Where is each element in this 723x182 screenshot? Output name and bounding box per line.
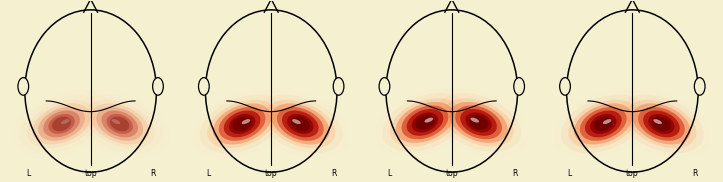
Ellipse shape (469, 115, 488, 130)
Ellipse shape (574, 103, 633, 145)
Ellipse shape (38, 107, 85, 141)
Text: R: R (150, 169, 156, 178)
Ellipse shape (96, 107, 143, 141)
Ellipse shape (18, 78, 29, 95)
Ellipse shape (382, 93, 467, 152)
Text: R: R (693, 169, 698, 178)
Ellipse shape (258, 95, 343, 153)
Ellipse shape (33, 103, 91, 145)
Ellipse shape (219, 107, 265, 141)
Ellipse shape (43, 110, 80, 137)
Ellipse shape (638, 107, 685, 141)
Text: top: top (626, 169, 638, 178)
Ellipse shape (649, 114, 675, 134)
Ellipse shape (233, 116, 252, 131)
Ellipse shape (101, 110, 138, 137)
Ellipse shape (85, 100, 155, 148)
Ellipse shape (580, 107, 627, 141)
Text: L: L (26, 169, 30, 178)
Ellipse shape (632, 103, 690, 145)
Ellipse shape (406, 109, 443, 136)
Ellipse shape (560, 78, 570, 95)
Ellipse shape (199, 78, 209, 95)
Ellipse shape (375, 88, 474, 157)
Ellipse shape (590, 114, 617, 134)
Ellipse shape (694, 78, 705, 95)
Ellipse shape (292, 119, 301, 124)
Ellipse shape (450, 102, 508, 143)
Ellipse shape (429, 88, 529, 157)
Ellipse shape (471, 118, 479, 122)
Ellipse shape (626, 100, 696, 148)
Ellipse shape (241, 119, 250, 124)
Ellipse shape (106, 114, 133, 134)
Text: top: top (85, 169, 97, 178)
Ellipse shape (654, 119, 662, 124)
Text: R: R (331, 169, 337, 178)
Ellipse shape (200, 95, 284, 153)
Ellipse shape (192, 90, 291, 158)
Ellipse shape (333, 78, 344, 95)
Text: R: R (512, 169, 517, 178)
Ellipse shape (52, 116, 71, 131)
Ellipse shape (424, 118, 433, 122)
Ellipse shape (652, 116, 671, 131)
Ellipse shape (251, 90, 350, 158)
Ellipse shape (207, 100, 277, 148)
Ellipse shape (277, 107, 324, 141)
Ellipse shape (379, 78, 390, 95)
Ellipse shape (265, 100, 335, 148)
Ellipse shape (594, 116, 613, 131)
Ellipse shape (390, 98, 460, 147)
Ellipse shape (61, 119, 69, 124)
Ellipse shape (466, 112, 492, 132)
Ellipse shape (90, 103, 149, 145)
Ellipse shape (291, 116, 310, 131)
Ellipse shape (48, 114, 74, 134)
Ellipse shape (455, 106, 502, 139)
Ellipse shape (585, 110, 622, 137)
Ellipse shape (153, 78, 163, 95)
Ellipse shape (561, 95, 646, 153)
Ellipse shape (436, 93, 521, 152)
Ellipse shape (568, 100, 638, 148)
Ellipse shape (401, 106, 448, 139)
Ellipse shape (612, 90, 711, 158)
Text: top: top (265, 169, 278, 178)
Ellipse shape (287, 114, 314, 134)
Ellipse shape (395, 102, 454, 143)
Ellipse shape (271, 103, 330, 145)
Ellipse shape (229, 114, 255, 134)
Ellipse shape (619, 95, 703, 153)
Ellipse shape (224, 110, 260, 137)
Ellipse shape (643, 110, 680, 137)
Ellipse shape (416, 115, 435, 130)
Ellipse shape (444, 98, 513, 147)
Ellipse shape (111, 119, 120, 124)
Text: L: L (206, 169, 210, 178)
Ellipse shape (213, 103, 271, 145)
Ellipse shape (412, 112, 438, 132)
Text: top: top (445, 169, 458, 178)
Ellipse shape (461, 109, 497, 136)
Ellipse shape (514, 78, 524, 95)
Ellipse shape (27, 100, 97, 148)
Text: L: L (387, 169, 391, 178)
Ellipse shape (554, 90, 653, 158)
Ellipse shape (110, 116, 129, 131)
Ellipse shape (603, 119, 612, 124)
Text: L: L (568, 169, 572, 178)
Ellipse shape (282, 110, 319, 137)
